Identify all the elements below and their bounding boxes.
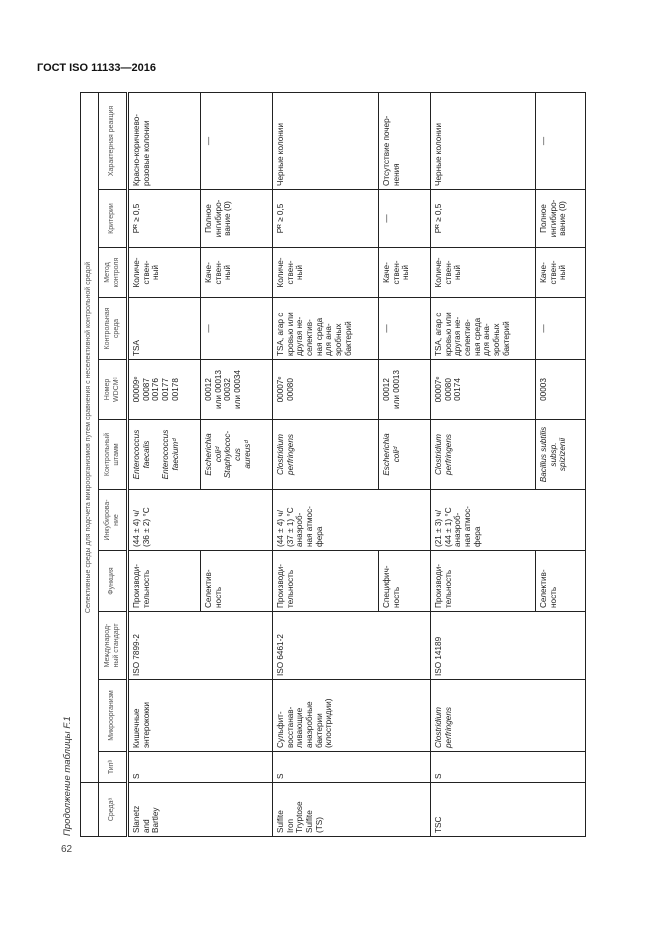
header-medium: Средаᵃ bbox=[98, 782, 128, 837]
function-cell: Производи- тельность bbox=[127, 550, 201, 612]
control-strain-cell: Clostridium perfringens bbox=[430, 419, 536, 490]
control-method-cell: Количе- ствен- ный bbox=[430, 247, 536, 298]
reaction-cell: Отсутствие почер- нения bbox=[378, 92, 431, 190]
control-medium-cell: TSA, агар с кровью или другая не- селект… bbox=[430, 297, 536, 360]
control-strain-cell: Clostridium perfringens bbox=[272, 419, 379, 490]
header-control-strain: Контрольный штамм bbox=[98, 419, 128, 490]
incubation-cell: (44 ± 4) ч/ (37 ± 1) °C анаэроб- ная атм… bbox=[272, 489, 431, 551]
criteria-cell: Pᴿ ≥ 0,5 bbox=[127, 189, 201, 248]
standard-cell: ISO 7899-2 bbox=[127, 611, 273, 680]
wdcm-cell: 00007ᵉ 00080 00174 bbox=[430, 359, 536, 420]
criteria-cell: — bbox=[378, 189, 431, 248]
header-standard: Международ- ный стандарт bbox=[98, 611, 128, 680]
control-method-cell: Каче- ствен- ный bbox=[200, 247, 273, 298]
supra-header: Селективные среды для подсчета микроорга… bbox=[80, 92, 99, 783]
medium-cell: Sulfite Iron Tryptose Sulfite (TS) bbox=[272, 782, 431, 837]
function-cell: Селектив- ность bbox=[200, 550, 273, 612]
page-number: 62 bbox=[61, 844, 73, 855]
type-cell: S bbox=[127, 751, 273, 783]
wdcm-cell: 00003 bbox=[535, 359, 586, 420]
header-type: Типᵇ bbox=[98, 751, 128, 783]
incubation-cell: (21 ± 3) ч/ (44 ± 1) °C анаэроб- ная атм… bbox=[430, 489, 586, 551]
medium-cell: TSC bbox=[430, 782, 586, 837]
microorganism-cell: Clostridium perfringens bbox=[430, 679, 586, 752]
table-row: Slanetz and Bartley S Кишечные энтерококки… bbox=[127, 92, 273, 837]
reaction-cell: Красно-коричнево- розовые колонии bbox=[127, 92, 201, 190]
control-method-cell: Каче- ствен- ный bbox=[378, 247, 431, 298]
control-medium-cell: TSA, агар с кровью или другая не- селект… bbox=[272, 297, 379, 360]
control-strain-cell: Bacillus subtilis subsp. spizizenii bbox=[535, 419, 586, 490]
control-method-cell: Количе- ствен- ный bbox=[127, 247, 201, 298]
header-wdcm-number: Номер WDCMᶜ bbox=[98, 359, 128, 420]
type-cell: S bbox=[272, 751, 431, 783]
empty-header bbox=[80, 782, 99, 837]
header-criteria: Критерии bbox=[98, 189, 128, 248]
control-strain-cell: Escherichia coliᵈ Staphylococ- cus aureu… bbox=[200, 419, 273, 490]
microorganism-cell: Сульфит- восстанав- ливающие анаэробные … bbox=[272, 679, 431, 752]
supra-header-row: Селективные среды для подсчета микроорга… bbox=[80, 92, 99, 837]
wdcm-cell: 00007ᵉ 00080 bbox=[272, 359, 379, 420]
reaction-cell: — bbox=[535, 92, 586, 190]
wdcm-cell: 00012 или 00013 bbox=[378, 359, 431, 420]
header-function: Функция bbox=[98, 550, 128, 612]
media-table: Селективные среды для подсчета микроорга… bbox=[80, 92, 586, 837]
reaction-cell: Черные колонии bbox=[272, 92, 379, 190]
microorganism-cell: Кишечные энтерококки bbox=[127, 679, 273, 752]
standard-cell: ISO 14189 bbox=[430, 611, 586, 680]
criteria-cell: Pᴿ ≥ 0,5 bbox=[272, 189, 379, 248]
criteria-cell: Полное ингибиро- вание (0) bbox=[535, 189, 586, 248]
table-row: TSC S Clostridium perfringens ISO 14189 Прои… bbox=[430, 92, 586, 837]
standard-cell: ISO 6461-2 bbox=[272, 611, 431, 680]
control-method-cell: Каче- ствен- ный bbox=[535, 247, 586, 298]
control-strain-cell: Escherichia coliᵈ bbox=[378, 419, 431, 490]
function-cell: Производи- тельность bbox=[430, 550, 536, 612]
header-control-method: Метод контроля bbox=[98, 247, 128, 298]
wdcm-cell: 00009ᵉ 00087 00176 00177 00178 bbox=[127, 359, 201, 420]
criteria-cell: Полное ингибиро- вание (0) bbox=[200, 189, 273, 248]
header-characteristic-reaction: Характерная реакция bbox=[98, 92, 128, 190]
control-medium-cell: — bbox=[200, 297, 273, 360]
control-method-cell: Количе- ствен- ный bbox=[272, 247, 379, 298]
header-microorganism: Микроорганизм bbox=[98, 679, 128, 752]
table-caption: Продолжение таблицы F.1 bbox=[62, 716, 73, 836]
document-title: ГОСТ ISO 11133—2016 bbox=[37, 62, 156, 74]
table-row: Sulfite Iron Tryptose Sulfite (TS) S Сульф… bbox=[272, 92, 431, 837]
control-medium-cell: — bbox=[535, 297, 586, 360]
function-cell: Производи- тельность bbox=[272, 550, 379, 612]
header-control-medium: Контрольная среда bbox=[98, 297, 128, 360]
control-medium-cell: — bbox=[378, 297, 431, 360]
control-medium-cell: TSA bbox=[127, 297, 201, 360]
medium-cell: Slanetz and Bartley bbox=[127, 782, 273, 837]
function-cell: Селектив- ность bbox=[535, 550, 586, 612]
wdcm-cell: 00012 или 00013 00032 или 00034 bbox=[200, 359, 273, 420]
incubation-cell: (44 ± 4) ч/ (36 ± 2) °C bbox=[127, 489, 273, 551]
header-row: Средаᵃ Типᵇ Микроорганизм Международ- ный с… bbox=[98, 92, 128, 837]
table-f1-continuation: Селективные среды для подсчета микроорга… bbox=[80, 92, 586, 837]
reaction-cell: — bbox=[200, 92, 273, 190]
function-cell: Специфич- ность bbox=[378, 550, 431, 612]
reaction-cell: Черные колонии bbox=[430, 92, 536, 190]
control-strain-cell: Enterococcus faecalis Enterococcus faeci… bbox=[127, 419, 201, 490]
header-incubation: Инкубирова- ние bbox=[98, 489, 128, 551]
type-cell: S bbox=[430, 751, 586, 783]
criteria-cell: Pᴿ ≥ 0,5 bbox=[430, 189, 536, 248]
